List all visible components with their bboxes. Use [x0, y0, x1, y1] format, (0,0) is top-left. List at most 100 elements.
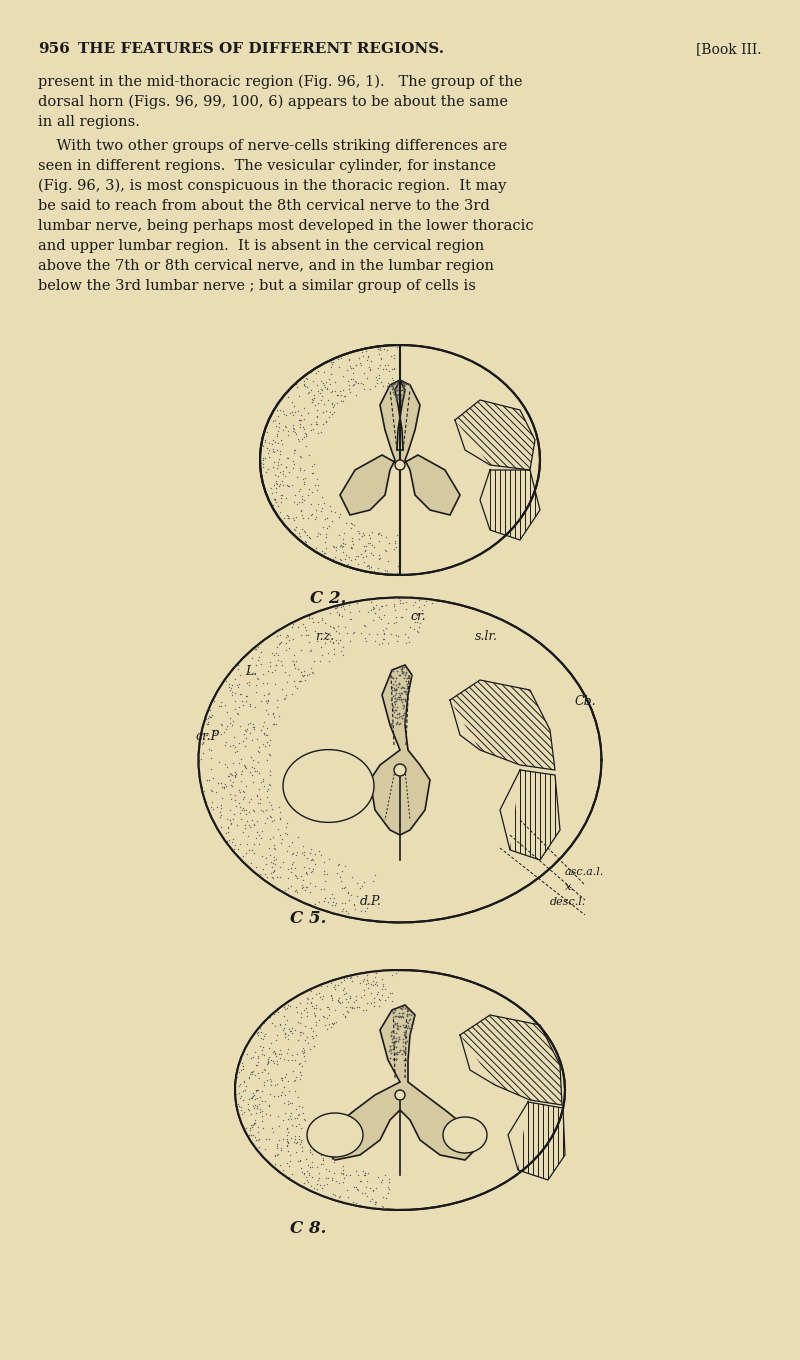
Point	[218, 774, 231, 796]
Point	[265, 1074, 278, 1096]
Point	[284, 401, 297, 423]
Point	[379, 359, 392, 381]
Point	[286, 401, 298, 423]
Point	[345, 537, 358, 559]
Point	[303, 872, 316, 894]
Point	[295, 500, 308, 522]
Point	[242, 673, 255, 695]
Point	[280, 1152, 293, 1174]
Point	[302, 443, 315, 465]
Point	[238, 1070, 251, 1092]
Point	[203, 738, 216, 760]
Point	[385, 1020, 398, 1042]
Point	[394, 1006, 407, 1028]
Point	[286, 1023, 298, 1044]
Point	[397, 1015, 410, 1036]
Text: be said to reach from about the 8th cervical nerve to the 3rd: be said to reach from about the 8th cerv…	[38, 199, 490, 214]
Point	[296, 613, 309, 635]
Point	[397, 710, 410, 732]
Point	[381, 986, 394, 1008]
Point	[374, 337, 386, 359]
Point	[282, 868, 294, 889]
Point	[298, 857, 310, 879]
Point	[202, 714, 214, 736]
Point	[246, 1064, 259, 1085]
Point	[357, 344, 370, 366]
Point	[268, 809, 281, 831]
Point	[316, 1148, 329, 1170]
Point	[389, 670, 402, 692]
Point	[279, 415, 292, 437]
Point	[263, 408, 276, 430]
Point	[277, 1164, 290, 1186]
Point	[211, 772, 224, 794]
Point	[390, 699, 402, 721]
Point	[309, 411, 322, 432]
Point	[281, 1132, 294, 1153]
Point	[256, 845, 269, 866]
Point	[318, 507, 331, 529]
Point	[257, 1117, 270, 1138]
Point	[402, 1009, 415, 1031]
Point	[400, 1027, 413, 1049]
Point	[342, 594, 355, 616]
Point	[296, 1136, 309, 1157]
Point	[267, 456, 280, 477]
Point	[319, 377, 332, 398]
Point	[308, 1005, 321, 1027]
Point	[266, 430, 279, 452]
Point	[327, 976, 340, 998]
Point	[320, 1157, 333, 1179]
Point	[376, 375, 389, 397]
Point	[289, 439, 302, 461]
Point	[294, 1051, 306, 1073]
Point	[399, 706, 412, 728]
Point	[294, 416, 306, 438]
Point	[302, 664, 315, 685]
Point	[400, 670, 413, 692]
Circle shape	[395, 460, 405, 471]
Point	[380, 617, 393, 639]
Point	[392, 374, 405, 396]
Point	[390, 612, 402, 634]
Point	[320, 1167, 333, 1189]
Point	[275, 471, 288, 492]
Point	[333, 622, 346, 643]
Point	[399, 623, 412, 645]
Point	[390, 703, 403, 725]
Point	[401, 998, 414, 1020]
Point	[350, 997, 363, 1019]
Point	[358, 1163, 371, 1185]
Point	[226, 764, 238, 786]
Point	[346, 996, 358, 1017]
Point	[383, 1039, 396, 1061]
Point	[368, 560, 381, 582]
Point	[257, 1036, 270, 1058]
Point	[384, 1025, 397, 1047]
Text: desc.l.: desc.l.	[550, 898, 586, 907]
Point	[262, 1051, 274, 1073]
Point	[271, 432, 284, 454]
Point	[370, 962, 382, 983]
Point	[294, 404, 307, 426]
Point	[293, 1114, 306, 1136]
Point	[298, 998, 310, 1020]
Point	[317, 401, 330, 423]
Point	[370, 594, 382, 616]
Point	[269, 431, 282, 453]
Point	[256, 858, 269, 880]
Point	[314, 635, 327, 657]
Point	[350, 354, 362, 375]
Point	[234, 834, 246, 855]
Point	[343, 355, 356, 377]
Point	[292, 1125, 305, 1146]
Point	[329, 894, 342, 915]
Point	[229, 764, 242, 786]
Point	[283, 1017, 296, 1039]
Point	[334, 503, 346, 525]
Point	[295, 1096, 308, 1118]
Point	[350, 989, 362, 1010]
Point	[398, 997, 411, 1019]
Point	[357, 547, 370, 568]
Point	[241, 824, 254, 846]
